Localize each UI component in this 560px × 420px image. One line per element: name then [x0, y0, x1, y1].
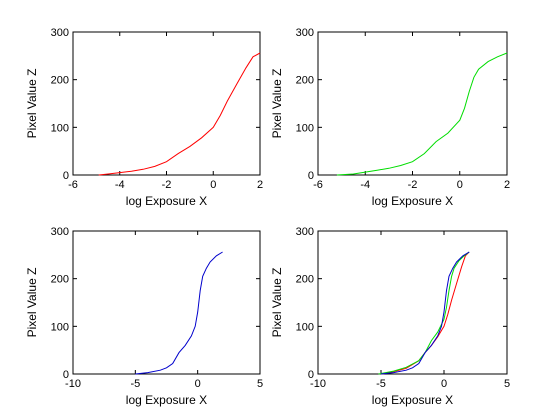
x-axis-label: log Exposure X	[126, 393, 207, 407]
axes-frame	[317, 31, 508, 176]
y-axis-label: Pixel Value Z	[270, 268, 284, 338]
y-tick-label: 0	[308, 170, 314, 182]
subplot-1: -6 -4 -2 0 2 0 100 200 300 log Exposure X Pixel Va…	[25, 27, 263, 208]
x-tick-label: 5	[504, 378, 510, 390]
x-tick-label: -6	[68, 179, 78, 191]
y-tick-label: 300	[51, 226, 69, 238]
x-tick-label: -2	[162, 179, 172, 191]
series-line-2	[378, 251, 470, 375]
x-tick-label: -5	[376, 378, 386, 390]
y-tick-label: 100	[296, 321, 314, 333]
y-axis-label: Pixel Value Z	[25, 69, 39, 139]
y-tick-label: 300	[296, 226, 314, 238]
x-tick-label: 0	[210, 179, 216, 191]
x-tick-label: 0	[195, 378, 201, 390]
x-tick-label: 2	[504, 179, 510, 191]
y-tick-label: 300	[51, 27, 69, 39]
series-line-1	[135, 251, 223, 375]
y-axis-label: Pixel Value Z	[25, 268, 39, 338]
y-tick-label: 300	[296, 27, 314, 39]
series-line-3	[380, 251, 470, 375]
x-axis-label: log Exposure X	[372, 393, 453, 407]
series-line-1	[98, 52, 261, 176]
x-axis-label: log Exposure X	[126, 194, 207, 208]
y-tick-label: 200	[296, 274, 314, 286]
y-axis-label: Pixel Value Z	[270, 69, 284, 139]
series-line-1	[382, 251, 470, 375]
y-tick-label: 0	[63, 369, 69, 381]
x-tick-label: -4	[115, 179, 125, 191]
y-tick-label: 100	[296, 122, 314, 134]
x-axis-label: log Exposure X	[372, 194, 453, 208]
y-tick-label: 0	[308, 369, 314, 381]
x-tick-label: 0	[457, 179, 463, 191]
x-tick-label: -5	[130, 378, 140, 390]
y-tick-label: 100	[51, 321, 69, 333]
axes-frame	[72, 31, 261, 176]
y-tick-label: 100	[51, 122, 69, 134]
y-tick-label: 200	[51, 75, 69, 87]
axes-frame	[72, 230, 261, 375]
x-tick-label: 5	[257, 378, 263, 390]
y-tick-label: 200	[296, 75, 314, 87]
x-tick-label: 0	[441, 378, 447, 390]
x-tick-label: -4	[360, 179, 370, 191]
subplot-2: -6 -4 -2 0 2 0 100 200 300 log Exposure X Pixel Va…	[270, 27, 510, 208]
axes-frame	[317, 230, 508, 375]
x-tick-label: 2	[257, 179, 263, 191]
series-line-1	[336, 52, 508, 176]
x-tick-label: -10	[310, 378, 326, 390]
x-tick-label: -6	[313, 179, 323, 191]
x-tick-label: -2	[408, 179, 418, 191]
x-tick-label: -10	[65, 378, 81, 390]
y-tick-label: 200	[51, 274, 69, 286]
y-tick-label: 0	[63, 170, 69, 182]
